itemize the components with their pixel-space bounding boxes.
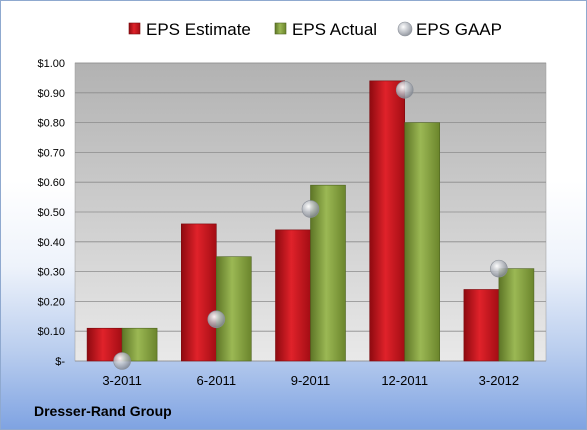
bar-eps-estimate	[181, 223, 217, 362]
bars	[86, 80, 535, 362]
bar-eps-estimate	[275, 229, 311, 362]
marker-eps-gaap	[207, 310, 226, 329]
legend-label: EPS GAAP	[416, 20, 502, 39]
marker-eps-gaap	[301, 200, 320, 218]
x-tick-label: 3-2011	[102, 373, 142, 388]
x-axis: 3-2011 6-2011 9-2011 12-2011 3-2012	[102, 373, 519, 388]
legend-label: EPS Actual	[292, 20, 377, 39]
marker-eps-gaap	[113, 352, 131, 370]
x-tick-label: 6-2011	[197, 373, 237, 388]
marker-eps-gaap	[490, 259, 508, 278]
legend: EPS Estimate EPS Actual EPS GAAP	[128, 20, 502, 39]
y-tick-label: $0.50	[37, 207, 65, 219]
y-tick-label: $0.80	[37, 118, 65, 130]
y-tick-label: $0.20	[37, 296, 65, 308]
legend-item: EPS GAAP	[397, 20, 502, 39]
y-tick-label: $0.30	[37, 267, 65, 279]
legend-label: EPS Estimate	[146, 20, 251, 39]
y-axis: $- $0.10 $0.20 $0.30 $0.40 $0.50 $0.60 $0.70 $0.…	[37, 58, 65, 368]
x-tick-label: 9-2011	[291, 373, 331, 388]
bar-eps-estimate	[369, 80, 406, 362]
bar-eps-actual	[404, 122, 441, 362]
x-tick-label: 12-2011	[381, 373, 428, 388]
y-tick-label: $0.10	[37, 326, 65, 338]
y-tick-label: $0.60	[37, 177, 65, 189]
gaap-markers	[113, 81, 508, 370]
bar-eps-estimate	[463, 289, 500, 362]
marker-eps-gaap	[395, 81, 414, 99]
legend-swatch	[397, 21, 413, 37]
legend-swatch	[274, 22, 287, 35]
x-tick-label: 3-2012	[479, 373, 519, 388]
legend-swatch	[128, 22, 141, 35]
company-name: Dresser-Rand Group	[34, 403, 172, 419]
y-tick-label: $0.70	[37, 147, 65, 159]
y-tick-label: $0.90	[37, 88, 65, 100]
legend-item: EPS Actual	[274, 20, 377, 39]
bar-eps-actual	[216, 256, 252, 362]
y-tick-label: $1.00	[37, 58, 65, 70]
legend-item: EPS Estimate	[128, 20, 251, 39]
bar-eps-actual	[498, 268, 535, 362]
y-tick-label: $0.40	[37, 237, 65, 249]
y-tick-label: $-	[55, 356, 65, 368]
